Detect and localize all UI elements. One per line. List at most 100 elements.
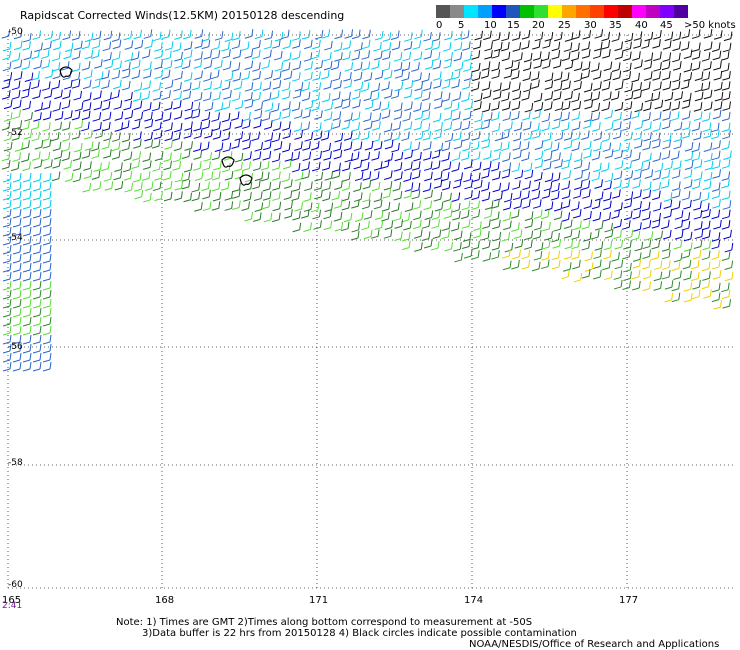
wind-barb — [722, 200, 732, 210]
wind-barb — [164, 101, 173, 111]
wind-barb — [312, 209, 321, 220]
wind-barb — [32, 325, 42, 336]
wind-barb — [471, 250, 480, 260]
wind-barb — [623, 198, 633, 209]
wind-barb — [382, 32, 392, 42]
wind-barb — [63, 160, 72, 170]
wind-barb — [12, 217, 22, 228]
wind-barb — [342, 91, 351, 102]
wind-barb — [42, 172, 52, 183]
wind-barb — [524, 102, 534, 113]
wind-barb — [394, 81, 404, 92]
wind-barb — [532, 229, 542, 240]
wind-barb — [3, 131, 13, 142]
wind-barb — [103, 92, 112, 102]
wind-barb — [491, 122, 501, 133]
wind-barb — [142, 152, 152, 163]
wind-barb — [22, 352, 32, 363]
wind-barb — [324, 122, 333, 133]
wind-barb — [292, 50, 301, 60]
wind-barb — [672, 31, 682, 42]
wind-barb — [503, 192, 513, 203]
wind-barb — [264, 30, 274, 41]
wind-barb — [12, 316, 22, 327]
wind-barb — [390, 30, 400, 40]
wind-barb — [361, 39, 371, 50]
wind-barb — [492, 182, 502, 193]
wind-barb — [51, 171, 61, 182]
wind-barb — [431, 149, 441, 159]
wind-barb — [331, 91, 341, 101]
wind-barb — [522, 121, 532, 131]
wind-barb — [22, 334, 32, 345]
wind-barb — [623, 160, 632, 171]
wind-barb — [571, 42, 580, 53]
wind-barb — [713, 30, 723, 40]
wind-barb — [603, 191, 612, 202]
wind-barb — [501, 41, 510, 52]
wind-barb — [573, 72, 583, 83]
wind-barb — [363, 210, 373, 220]
wind-barb — [672, 72, 682, 83]
legend-swatch — [604, 5, 618, 18]
legend-swatch — [618, 5, 632, 18]
wind-barb — [383, 70, 393, 80]
wind-barb — [684, 292, 693, 303]
legend-swatch — [492, 5, 506, 18]
wind-barb — [42, 100, 51, 110]
lon-label-165: 165 — [2, 595, 22, 606]
wind-barb — [332, 119, 341, 130]
wind-barb — [421, 122, 431, 133]
wind-barb — [693, 201, 702, 211]
wind-barb — [672, 188, 681, 199]
wind-barb — [411, 161, 421, 171]
wind-barb — [32, 271, 42, 282]
wind-barb — [234, 162, 243, 172]
wind-barb — [433, 79, 442, 89]
wind-barb — [484, 41, 493, 52]
wind-barb — [172, 42, 182, 53]
wind-barb — [692, 42, 701, 53]
legend-swatch — [520, 5, 534, 18]
wind-barb — [113, 170, 123, 181]
wind-barb — [581, 269, 591, 279]
wind-barb — [561, 180, 571, 191]
wind-barb — [214, 31, 224, 41]
wind-barb — [264, 132, 274, 142]
wind-barb — [151, 101, 161, 112]
wind-barb — [692, 249, 702, 260]
wind-barb — [604, 270, 613, 281]
island-coastline — [59, 66, 253, 186]
wind-barb — [113, 100, 123, 110]
wind-barb — [551, 41, 561, 52]
wind-barb — [512, 131, 522, 142]
wind-barb — [642, 249, 651, 259]
wind-barb — [310, 202, 320, 213]
wind-barb — [133, 82, 143, 92]
wind-barb — [91, 79, 101, 89]
wind-barb — [2, 262, 12, 273]
wind-barb — [662, 52, 672, 62]
wind-barb — [491, 241, 501, 251]
wind-barb — [282, 52, 292, 62]
wind-barb — [32, 235, 42, 246]
wind-barb — [133, 131, 142, 141]
wind-barb — [662, 119, 671, 130]
wind-barb — [592, 70, 602, 80]
wind-barb — [143, 69, 152, 79]
legend-label: 25 — [558, 20, 571, 31]
wind-barb — [463, 159, 473, 170]
wind-barb — [683, 199, 692, 210]
wind-barb — [323, 60, 333, 71]
wind-barb — [514, 169, 524, 180]
wind-barb — [114, 180, 124, 191]
wind-barb — [723, 150, 732, 161]
wind-barb — [341, 200, 351, 211]
wind-barb — [303, 192, 312, 202]
wind-barb — [21, 152, 30, 163]
wind-barb — [10, 161, 20, 172]
wind-barb — [22, 298, 32, 309]
wind-barb — [540, 209, 550, 220]
wind-barb — [404, 161, 413, 172]
wind-barb — [81, 110, 91, 121]
